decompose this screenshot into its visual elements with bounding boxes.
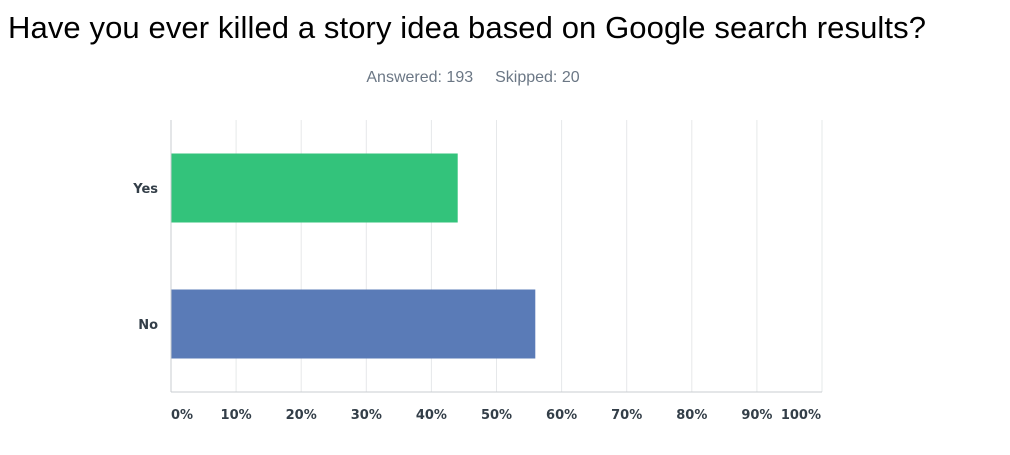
category-label: Yes (132, 182, 158, 197)
x-tick-label: 100% (781, 408, 821, 423)
bar-no (171, 289, 536, 359)
x-tick-label: 0% (171, 408, 193, 423)
skipped-count: Skipped: 20 (495, 69, 580, 86)
x-tick-label: 90% (741, 408, 772, 423)
chart-labels: Yes No 0% 10% 20% 30% 40% 50% 60% 70% 80% 90% 100% (132, 182, 821, 423)
category-label: No (138, 318, 158, 333)
bar-yes (171, 153, 458, 223)
x-tick-label: 40% (416, 408, 447, 423)
x-tick-label: 50% (481, 408, 512, 423)
x-tick-label: 60% (546, 408, 577, 423)
answered-count: Answered: 193 (366, 69, 474, 86)
x-tick-label: 80% (676, 408, 707, 423)
response-stats: Answered: 193 Skipped: 20 (0, 69, 946, 87)
x-tick-label: 30% (351, 408, 382, 423)
chart-bars (171, 153, 536, 359)
question-title: Have you ever killed a story idea based … (8, 10, 927, 45)
x-tick-label: 20% (286, 408, 317, 423)
x-tick-label: 10% (221, 408, 252, 423)
chart-axes (170, 120, 822, 393)
x-tick-label: 70% (611, 408, 642, 423)
